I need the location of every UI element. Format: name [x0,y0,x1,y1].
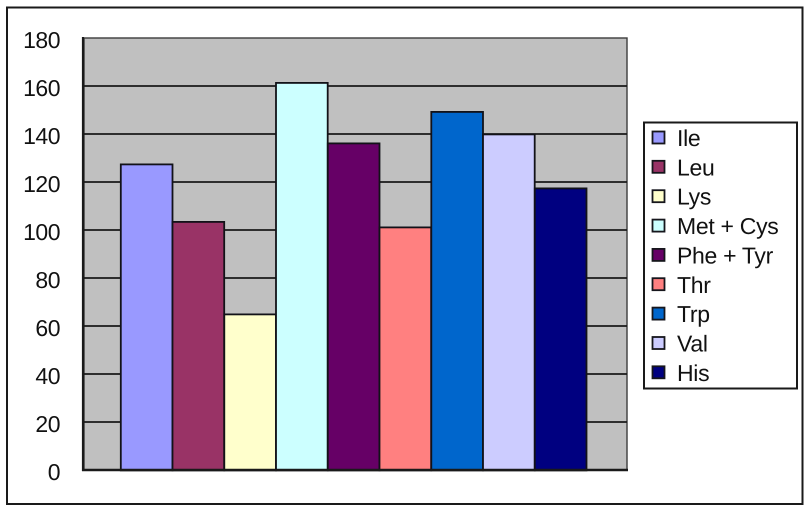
svg-text:Leu: Leu [677,154,714,180]
svg-text:40: 40 [35,363,60,389]
svg-text:140: 140 [23,123,60,149]
svg-text:100: 100 [23,219,60,245]
svg-text:His: His [677,360,709,386]
svg-text:Val: Val [677,331,708,357]
svg-text:Lys: Lys [677,184,711,210]
svg-text:160: 160 [23,75,60,101]
svg-text:Met + Cys: Met + Cys [677,213,778,239]
svg-text:0: 0 [48,459,60,485]
svg-text:Thr: Thr [677,272,711,298]
svg-text:80: 80 [35,267,60,293]
svg-text:Ile: Ile [677,125,700,151]
svg-text:20: 20 [35,411,60,437]
svg-text:Phe + Tyr: Phe + Tyr [677,242,774,268]
svg-text:120: 120 [23,171,60,197]
svg-text:60: 60 [35,315,60,341]
svg-text:Trp: Trp [677,301,710,327]
svg-text:180: 180 [23,27,60,53]
